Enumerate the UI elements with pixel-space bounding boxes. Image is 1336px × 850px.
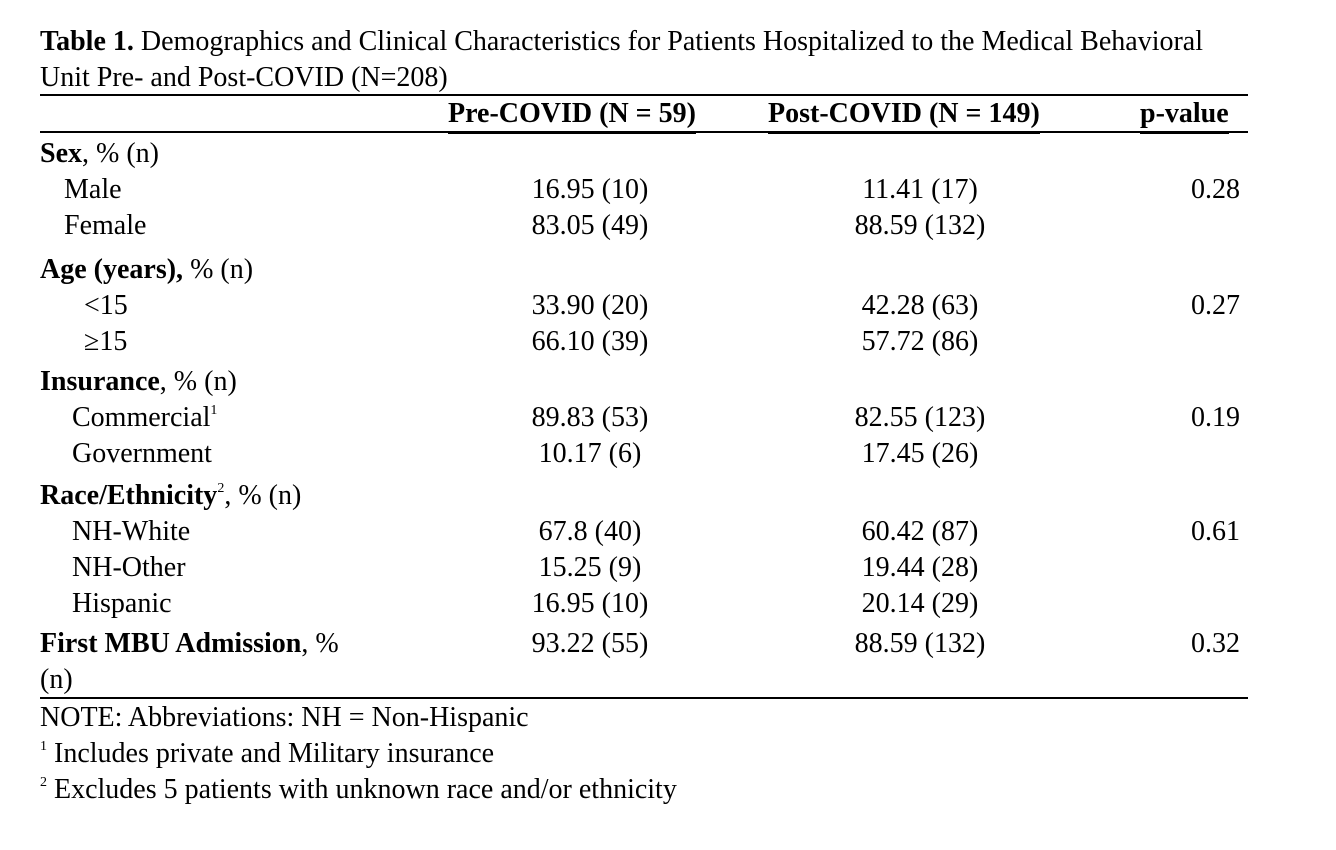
note-abbreviations: NOTE: Abbreviations: NH = Non-Hispanic	[40, 702, 529, 733]
footnote-text: Excludes 5 patients with unknown race an…	[47, 774, 677, 805]
group-label-age: Age (years), % (n)	[40, 252, 253, 288]
cell-pre-male: 16.95 (10)	[531, 174, 649, 205]
footnote-2: 2 Excludes 5 patients with unknown race …	[40, 772, 677, 808]
cell-pre-nh-white: 67.8 (40)	[538, 516, 642, 547]
cell-pre-government: 10.17 (6)	[538, 438, 642, 469]
table-title-text: Demographics and Clinical Characteristic…	[40, 26, 1204, 93]
group-label-bold: Race/Ethnicity	[40, 480, 218, 511]
group-label-bold: Insurance	[40, 366, 160, 397]
group-label-rest: , % (n)	[159, 366, 237, 397]
col-header-pre: Pre-COVID (N = 59)	[448, 96, 696, 134]
cell-post-nh-white: 60.42 (87)	[861, 516, 979, 547]
row-label-female: Female	[64, 210, 147, 241]
cell-pre-commercial: 89.83 (53)	[531, 402, 649, 433]
group-label-first-admission: First MBU Admission, %	[40, 626, 339, 662]
top-rule	[40, 94, 1248, 96]
group-label-bold: Sex	[40, 138, 82, 169]
cell-post-first-admission: 88.59 (132)	[854, 628, 986, 659]
cell-pre-hispanic: 16.95 (10)	[531, 588, 649, 619]
group-label-rest: % (n)	[183, 254, 254, 285]
row-label-commercial: Commercial1	[72, 400, 217, 436]
footnote-marker: 2	[217, 481, 225, 496]
cell-post-commercial: 82.55 (123)	[854, 402, 986, 433]
group-label-sex: Sex, % (n)	[40, 136, 159, 172]
footnote-marker: 1	[40, 739, 47, 754]
col-header-pvalue: p-value	[1140, 96, 1229, 134]
group-label-race: Race/Ethnicity2, % (n)	[40, 478, 301, 514]
cell-pre-age-15-plus: 66.10 (39)	[531, 326, 649, 357]
cell-post-nh-other: 19.44 (28)	[861, 552, 979, 583]
cell-post-age-15-plus: 57.72 (86)	[861, 326, 979, 357]
footnote-1: 1 Includes private and Military insuranc…	[40, 736, 494, 772]
cell-pre-age-under-15: 33.90 (20)	[531, 290, 649, 321]
row-label-text: Commercial	[72, 402, 211, 433]
group-label-rest: , %	[301, 628, 339, 659]
table-title-lead: Table 1.	[40, 26, 134, 57]
group-label-rest: , % (n)	[224, 480, 302, 511]
cell-pre-female: 83.05 (49)	[531, 210, 649, 241]
cell-post-hispanic: 20.14 (29)	[861, 588, 979, 619]
footnote-text: Includes private and Military insurance	[47, 738, 495, 769]
col-header-post: Post-COVID (N = 149)	[768, 96, 1040, 134]
row-label-government: Government	[72, 438, 212, 469]
footnote-marker: 1	[210, 403, 218, 418]
cell-pre-nh-other: 15.25 (9)	[538, 552, 642, 583]
cell-post-male: 11.41 (17)	[862, 174, 978, 205]
cell-pre-first-admission: 93.22 (55)	[531, 628, 649, 659]
cell-p-race: 0.61	[1191, 516, 1240, 547]
row-label-male: Male	[64, 174, 122, 205]
bottom-rule	[40, 697, 1248, 699]
row-label-nh-other: NH-Other	[72, 552, 186, 583]
row-label-age-15-plus: ≥15	[84, 326, 128, 357]
group-label-insurance: Insurance, % (n)	[40, 364, 237, 400]
footnote-marker: 2	[40, 775, 47, 790]
cell-p-first-admission: 0.32	[1191, 628, 1240, 659]
table-title: Table 1. Demographics and Clinical Chara…	[40, 24, 1250, 96]
cell-post-age-under-15: 42.28 (63)	[861, 290, 979, 321]
group-label-bold: First MBU Admission	[40, 628, 302, 659]
row-label-nh-white: NH-White	[72, 516, 191, 547]
row-label-hispanic: Hispanic	[72, 588, 172, 619]
cell-post-female: 88.59 (132)	[854, 210, 986, 241]
group-label-first-admission-wrap: (n)	[40, 664, 73, 695]
header-rule	[40, 131, 1248, 133]
cell-p-age: 0.27	[1191, 290, 1240, 321]
group-label-bold: Age (years),	[40, 254, 184, 285]
cell-post-government: 17.45 (26)	[861, 438, 979, 469]
cell-p-insurance: 0.19	[1191, 402, 1240, 433]
row-label-age-under-15: <15	[84, 290, 128, 321]
group-label-rest: , % (n)	[82, 138, 159, 169]
cell-p-sex: 0.28	[1191, 174, 1240, 205]
